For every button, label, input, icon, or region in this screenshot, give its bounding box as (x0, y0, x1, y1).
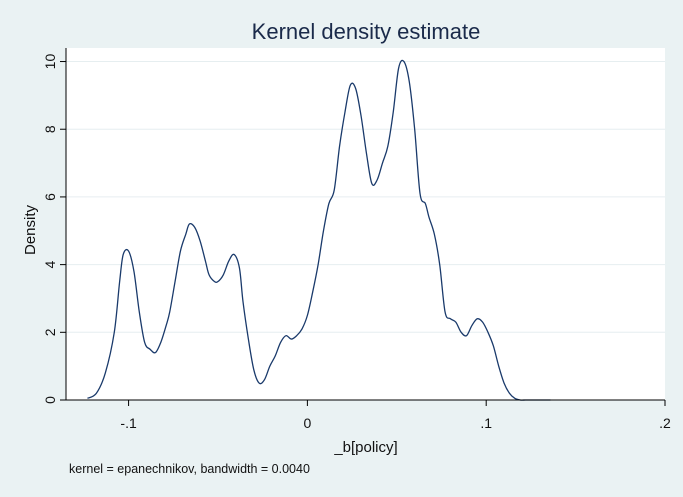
x-tick-label: -.1 (120, 415, 137, 431)
y-tick-label: 4 (42, 261, 58, 269)
x-tick-label: .2 (659, 415, 671, 431)
gridlines (66, 61, 665, 333)
chart-note: kernel = epanechnikov, bandwidth = 0.004… (69, 462, 310, 476)
y-axis-label: Density (22, 204, 39, 255)
x-axis-label: _b[policy] (333, 439, 397, 456)
y-tick-label: 8 (42, 125, 58, 133)
y-tick-label: 10 (42, 54, 58, 70)
y-tick-label: 0 (42, 396, 58, 404)
y-axis: 0 2 4 6 8 10 (42, 48, 67, 404)
chart-title: Kernel density estimate (252, 19, 481, 44)
y-tick-label: 2 (42, 328, 58, 336)
x-axis: -.1 0 .1 .2 (66, 399, 671, 431)
y-tick-label: 6 (42, 193, 58, 201)
x-tick-label: .1 (480, 415, 492, 431)
density-curve (87, 59, 551, 401)
x-tick-label: 0 (303, 415, 311, 431)
plot-area (66, 48, 665, 400)
